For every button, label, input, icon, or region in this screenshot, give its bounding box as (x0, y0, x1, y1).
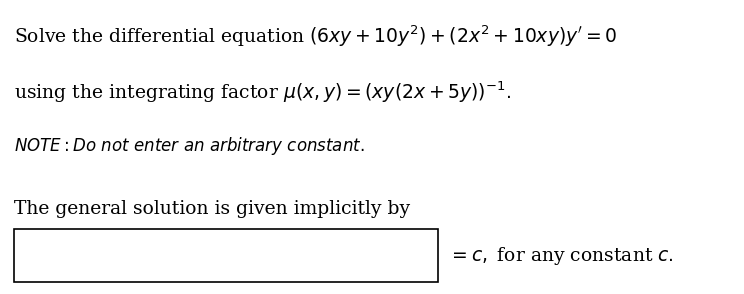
Text: Solve the differential equation $(6xy + 10y^2) + (2x^2 + 10xy)y^{\prime} = 0$: Solve the differential equation $(6xy + … (14, 24, 618, 49)
Text: $= c,$ for any constant $c.$: $= c,$ for any constant $c.$ (448, 245, 674, 267)
Text: The general solution is given implicitly by: The general solution is given implicitly… (14, 200, 410, 218)
FancyBboxPatch shape (14, 229, 437, 282)
Text: $\it{NOTE: Do\ not\ enter\ an\ arbitrary\ constant.}$: $\it{NOTE: Do\ not\ enter\ an\ arbitrary… (14, 135, 365, 157)
Text: using the integrating factor $\mu(x, y) = (xy(2x + 5y))^{-1}.$: using the integrating factor $\mu(x, y) … (14, 79, 511, 105)
